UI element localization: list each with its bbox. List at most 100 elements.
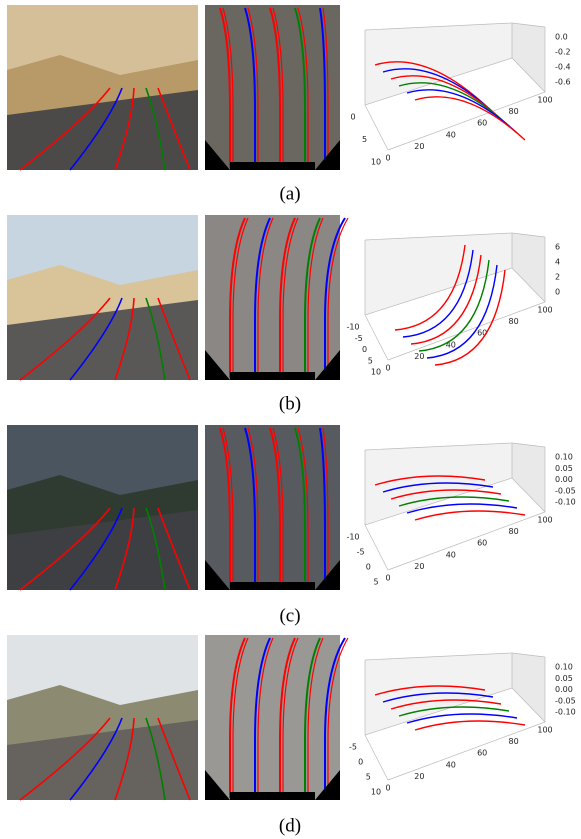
plot-3d: -10-505100204060801006420 bbox=[346, 233, 560, 377]
pane bbox=[365, 653, 512, 735]
left-tick-label: 10 bbox=[371, 158, 381, 167]
z-tick-label: 0.05 bbox=[555, 464, 573, 473]
left-tick-label: 0 bbox=[362, 345, 367, 354]
z-tick-label: 0.0 bbox=[555, 33, 568, 42]
bottom-tick-label: 0 bbox=[385, 364, 390, 373]
left-tick-label: 0 bbox=[366, 563, 371, 572]
left-tick-label: 0 bbox=[350, 113, 355, 122]
box-edge bbox=[365, 105, 388, 150]
pane bbox=[512, 23, 545, 92]
z-tick-label: 2 bbox=[555, 273, 560, 282]
bottom-tick-label: 20 bbox=[414, 352, 424, 361]
camera-image bbox=[7, 215, 198, 380]
panel-row: -10-505100204060801006420(b) bbox=[7, 215, 560, 414]
bottom-tick-label: 60 bbox=[477, 539, 487, 548]
bottom-tick-label: 80 bbox=[509, 317, 519, 326]
camera-image bbox=[7, 5, 198, 170]
panel-row: -10-5050204060801000.100.050.00-0.05-0.1… bbox=[7, 425, 576, 626]
plot-3d: -10-5050204060801000.100.050.00-0.05-0.1… bbox=[346, 443, 575, 587]
bev-mask bbox=[230, 792, 315, 800]
bev-image bbox=[205, 215, 348, 380]
z-tick-label: -0.4 bbox=[555, 63, 571, 72]
bottom-tick-label: 100 bbox=[537, 306, 552, 315]
bev-bg bbox=[205, 215, 340, 380]
lane-curve-3d bbox=[407, 90, 517, 133]
bottom-tick-label: 80 bbox=[509, 527, 519, 536]
camera-image bbox=[7, 425, 198, 590]
bottom-tick-label: 20 bbox=[414, 772, 424, 781]
bottom-tick-label: 60 bbox=[477, 119, 487, 128]
left-tick-label: -5 bbox=[349, 743, 357, 752]
z-tick-label: 0.10 bbox=[555, 453, 573, 462]
z-tick-label: -0.6 bbox=[555, 78, 571, 87]
pane bbox=[365, 23, 512, 105]
box-edge bbox=[388, 302, 545, 360]
left-tick-label: 10 bbox=[371, 368, 381, 377]
left-tick-label: 5 bbox=[362, 135, 367, 144]
z-tick-label: -0.05 bbox=[555, 486, 576, 495]
bottom-tick-label: 80 bbox=[509, 737, 519, 746]
z-tick-label: 0 bbox=[555, 288, 560, 297]
bev-image bbox=[205, 635, 348, 800]
bottom-tick-label: 100 bbox=[537, 726, 552, 735]
caption: (d) bbox=[279, 815, 301, 836]
left-tick-label: -10 bbox=[346, 533, 359, 542]
plot-3d: -505100204060801000.100.050.00-0.05-0.10 bbox=[349, 653, 576, 797]
caption: (c) bbox=[279, 605, 300, 626]
panel-row: -505100204060801000.100.050.00-0.05-0.10… bbox=[7, 635, 576, 836]
z-tick-label: 0.00 bbox=[555, 685, 573, 694]
bottom-tick-label: 100 bbox=[537, 516, 552, 525]
bottom-tick-label: 0 bbox=[385, 574, 390, 583]
bottom-tick-label: 100 bbox=[537, 96, 552, 105]
bottom-tick-label: 40 bbox=[446, 760, 456, 769]
pane bbox=[512, 653, 545, 722]
z-tick-label: 0.05 bbox=[555, 674, 573, 683]
lane-curve-3d bbox=[415, 721, 525, 730]
bev-image bbox=[205, 425, 340, 590]
z-tick-label: -0.05 bbox=[555, 696, 576, 705]
bottom-tick-label: 60 bbox=[477, 749, 487, 758]
z-tick-label: -0.10 bbox=[555, 708, 576, 717]
z-tick-label: -0.10 bbox=[555, 498, 576, 507]
bev-mask bbox=[230, 372, 315, 380]
left-tick-label: 5 bbox=[366, 773, 371, 782]
bottom-tick-label: 0 bbox=[385, 784, 390, 793]
z-tick-label: -0.2 bbox=[555, 48, 571, 57]
bev-image bbox=[205, 5, 340, 170]
bottom-tick-label: 40 bbox=[446, 550, 456, 559]
caption: (a) bbox=[279, 183, 300, 204]
lane-curve-3d bbox=[415, 511, 525, 520]
left-tick-label: 5 bbox=[373, 578, 378, 587]
left-tick-label: 10 bbox=[371, 788, 381, 797]
pane bbox=[365, 443, 512, 525]
left-tick-label: -5 bbox=[355, 334, 363, 343]
bottom-tick-label: 20 bbox=[414, 562, 424, 571]
plot-3d: 05100204060801000.0-0.2-0.4-0.6 bbox=[350, 23, 570, 167]
bev-mask bbox=[230, 162, 315, 170]
bottom-tick-label: 0 bbox=[385, 154, 390, 163]
camera-image bbox=[7, 635, 198, 800]
lane-curve-3d bbox=[415, 97, 525, 140]
bottom-tick-label: 40 bbox=[446, 130, 456, 139]
left-tick-label: -5 bbox=[357, 548, 365, 557]
z-tick-label: 0.10 bbox=[555, 663, 573, 672]
pane bbox=[512, 443, 545, 512]
bev-bg bbox=[205, 635, 340, 800]
bottom-tick-label: 40 bbox=[446, 340, 456, 349]
bottom-tick-label: 80 bbox=[509, 107, 519, 116]
left-tick-label: 0 bbox=[358, 758, 363, 767]
left-tick-label: -10 bbox=[346, 323, 359, 332]
caption: (b) bbox=[279, 393, 301, 414]
pane bbox=[512, 233, 545, 302]
bottom-tick-label: 20 bbox=[414, 142, 424, 151]
lane-curve-3d bbox=[399, 83, 509, 126]
figure: 05100204060801000.0-0.2-0.4-0.6(a)-10-50… bbox=[0, 0, 581, 839]
box-edge bbox=[365, 315, 388, 360]
left-tick-label: 5 bbox=[368, 356, 373, 365]
z-tick-label: 4 bbox=[555, 258, 560, 267]
box-edge bbox=[388, 92, 545, 150]
bev-mask bbox=[230, 582, 315, 590]
z-tick-label: 6 bbox=[555, 243, 560, 252]
box-edge bbox=[388, 512, 545, 570]
